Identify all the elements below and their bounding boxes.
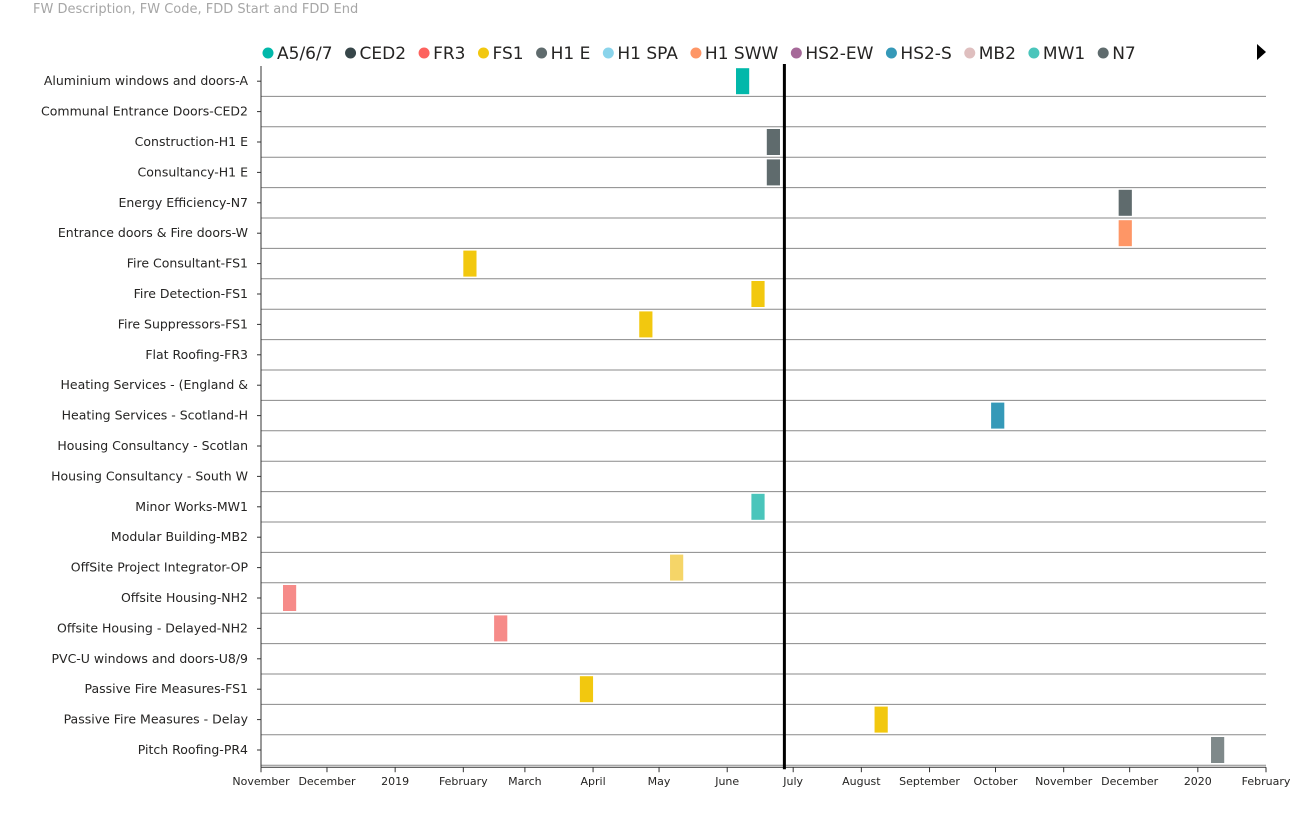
play-triangle-icon[interactable] <box>1257 44 1266 60</box>
row-label-minor-works-mw1: Minor Works-MW1 <box>135 499 248 514</box>
row-label-heating-services-scotland-h: Heating Services - Scotland-H <box>62 408 248 423</box>
row-label-entrance-doors-fire-doors-w: Entrance doors & Fire doors-W <box>58 225 248 240</box>
legend-label-mw1[interactable]: MW1 <box>1043 44 1085 64</box>
row-label-heating-services-england: Heating Services - (England & <box>61 377 249 392</box>
row-label-construction-h1-e: Construction-H1 E <box>135 134 248 149</box>
legend-label-hs2-ew[interactable]: HS2-EW <box>805 44 873 64</box>
x-tick-label-may: May <box>648 775 671 788</box>
bar-offsite-project-integrator-op[interactable] <box>670 554 684 581</box>
bar-energy-efficiency-n7[interactable] <box>1118 189 1132 216</box>
legend-label-fr3[interactable]: FR3 <box>433 44 465 64</box>
legend-marker-mw1 <box>1028 47 1040 59</box>
row-label-communal-entrance-doors-ced2: Communal Entrance Doors-CED2 <box>41 104 248 119</box>
row-label-fire-detection-fs1: Fire Detection-FS1 <box>134 286 248 301</box>
legend-label-fs1[interactable]: FS1 <box>492 44 523 64</box>
row-label-modular-building-mb2: Modular Building-MB2 <box>111 529 248 544</box>
bar-passive-fire-measures-fs1[interactable] <box>579 676 594 703</box>
row-label-fire-suppressors-fs1: Fire Suppressors-FS1 <box>118 316 248 331</box>
legend-label-h1-e[interactable]: H1 E <box>551 44 591 64</box>
x-tick-label-december: December <box>1101 775 1159 788</box>
row-label-housing-consultancy-south-w: Housing Consultancy - South W <box>51 468 248 483</box>
row-label-offsite-project-integrator-op: OffSite Project Integrator-OP <box>71 560 249 575</box>
x-tick-label-june: June <box>714 775 739 788</box>
bar-fire-suppressors-fs1[interactable] <box>639 311 653 338</box>
x-tick-label-october: October <box>973 775 1017 788</box>
row-label-offsite-housing-delayed-nh2: Offsite Housing - Delayed-NH2 <box>57 620 248 635</box>
visual-title: FW Description, FW Code, FDD Start and F… <box>33 2 359 17</box>
bar-minor-works-mw1[interactable] <box>751 493 765 520</box>
x-tick-label-november: November <box>232 775 290 788</box>
row-label-pvc-u-windows-and-doors-u8-9: PVC-U windows and doors-U8/9 <box>51 651 248 666</box>
x-tick-label-august: August <box>842 775 881 788</box>
legend-label-n7[interactable]: N7 <box>1112 44 1136 64</box>
row-label-offsite-housing-nh2: Offsite Housing-NH2 <box>121 590 248 605</box>
legend-marker-fr3 <box>418 47 430 59</box>
row-label-passive-fire-measures-fs1: Passive Fire Measures-FS1 <box>85 681 248 696</box>
bars[interactable] <box>282 68 1225 763</box>
legend-marker-h1-e <box>536 47 548 59</box>
row-label-energy-efficiency-n7: Energy Efficiency-N7 <box>118 195 248 210</box>
legend-label-hs2-s[interactable]: HS2-S <box>900 44 951 64</box>
x-tick-label-november: November <box>1035 775 1093 788</box>
legend-marker-n7 <box>1097 47 1109 59</box>
x-tick-label-february: February <box>1242 775 1291 788</box>
row-label-aluminium-windows-and-doors-a: Aluminium windows and doors-A <box>44 73 249 88</box>
row-label-housing-consultancy-scotlan: Housing Consultancy - Scotlan <box>57 438 248 453</box>
legend-label-h1-sww[interactable]: H1 SWW <box>705 44 779 64</box>
bar-construction-h1-e[interactable] <box>766 129 780 155</box>
bar-pitch-roofing-pr4[interactable] <box>1211 737 1225 763</box>
legend-marker-a5-6-7 <box>262 47 274 59</box>
legend-label-ced2[interactable]: CED2 <box>360 44 407 64</box>
row-gridlines <box>257 80 1266 766</box>
legend-marker-mb2 <box>964 47 976 59</box>
x-tick-label-april: April <box>580 775 605 788</box>
legend-label-a5-6-7[interactable]: A5/6/7 <box>277 44 333 64</box>
bar-passive-fire-measures-delay[interactable] <box>874 706 888 733</box>
legend-marker-hs2-ew <box>790 47 802 59</box>
legend-marker-hs2-s <box>885 47 897 59</box>
legend-marker-h1-spa <box>602 47 614 59</box>
legend-label-h1-spa[interactable]: H1 SPA <box>617 44 678 64</box>
x-tick-label-september: September <box>899 775 960 788</box>
bar-heating-services-scotland-h[interactable] <box>991 402 1005 429</box>
legend[interactable]: A5/6/7 CED2 FR3 FS1 H1 E H1 SPA H1 SWW HS2-EW HS… <box>262 44 1267 64</box>
row-label-fire-consultant-fs1: Fire Consultant-FS1 <box>127 256 248 271</box>
bar-consultancy-h1-e[interactable] <box>766 159 780 186</box>
row-label-consultancy-h1-e: Consultancy-H1 E <box>138 164 249 179</box>
legend-marker-h1-sww <box>690 47 702 59</box>
x-tick-label-march: March <box>508 775 542 788</box>
row-label-flat-roofing-fr3: Flat Roofing-FR3 <box>145 347 248 362</box>
legend-label-mb2[interactable]: MB2 <box>979 44 1016 64</box>
y-axis-labels: Aluminium windows and doors-A Communal En… <box>41 73 249 757</box>
bar-offsite-housing-delayed-nh2[interactable] <box>494 615 508 642</box>
bar-entrance-doors-fire-doors-w[interactable] <box>1118 220 1132 247</box>
x-axis: November December 2019 February March April Ma… <box>232 66 1291 788</box>
bar-fire-detection-fs1[interactable] <box>751 281 765 307</box>
bar-fire-consultant-fs1[interactable] <box>463 250 477 277</box>
x-tick-label-december: December <box>298 775 356 788</box>
x-tick-label-february: February <box>439 775 488 788</box>
x-tick-label-2020: 2020 <box>1184 775 1212 788</box>
row-label-pitch-roofing-pr4: Pitch Roofing-PR4 <box>138 742 248 757</box>
bar-aluminium-windows-and-doors-a[interactable] <box>736 68 750 95</box>
x-tick-label-july: July <box>782 775 803 788</box>
bar-offsite-housing-nh2[interactable] <box>282 585 297 611</box>
legend-marker-fs1 <box>477 47 489 59</box>
x-tick-label-2019: 2019 <box>381 775 409 788</box>
row-label-passive-fire-measures-delay: Passive Fire Measures - Delay <box>64 712 249 727</box>
legend-marker-ced2 <box>345 47 357 59</box>
